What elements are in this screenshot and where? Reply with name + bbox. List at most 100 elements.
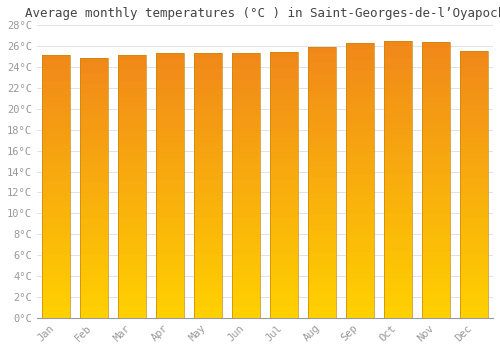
Bar bbox=[42, 128, 70, 134]
Bar bbox=[194, 159, 222, 164]
Bar bbox=[232, 217, 260, 223]
Bar bbox=[42, 176, 70, 181]
Bar bbox=[346, 43, 374, 318]
Bar bbox=[80, 193, 108, 198]
Bar bbox=[422, 213, 450, 218]
Bar bbox=[194, 244, 222, 249]
Bar bbox=[308, 177, 336, 183]
Bar bbox=[42, 218, 70, 223]
Bar bbox=[156, 175, 184, 180]
Bar bbox=[460, 254, 488, 259]
Bar bbox=[42, 160, 70, 165]
Bar bbox=[42, 207, 70, 212]
Bar bbox=[422, 274, 450, 279]
Bar bbox=[308, 302, 336, 307]
Bar bbox=[194, 101, 222, 106]
Bar bbox=[422, 307, 450, 312]
Bar bbox=[422, 58, 450, 64]
Bar bbox=[118, 302, 146, 307]
Bar bbox=[270, 259, 298, 265]
Bar bbox=[460, 201, 488, 206]
Bar bbox=[384, 213, 412, 218]
Bar bbox=[232, 292, 260, 297]
Bar bbox=[384, 285, 412, 290]
Bar bbox=[460, 190, 488, 195]
Bar bbox=[460, 217, 488, 222]
Bar bbox=[156, 54, 184, 59]
Bar bbox=[80, 156, 108, 162]
Bar bbox=[194, 275, 222, 281]
Bar bbox=[384, 274, 412, 279]
Bar bbox=[346, 82, 374, 87]
Bar bbox=[80, 313, 108, 318]
Bar bbox=[460, 291, 488, 296]
Bar bbox=[42, 313, 70, 318]
Bar bbox=[422, 163, 450, 169]
Bar bbox=[42, 197, 70, 202]
Bar bbox=[42, 55, 70, 60]
Bar bbox=[194, 133, 222, 138]
Bar bbox=[270, 217, 298, 222]
Bar bbox=[384, 180, 412, 185]
Bar bbox=[460, 286, 488, 291]
Bar bbox=[156, 54, 184, 318]
Bar bbox=[346, 301, 374, 307]
Bar bbox=[80, 172, 108, 177]
Bar bbox=[384, 47, 412, 52]
Bar bbox=[384, 124, 412, 130]
Bar bbox=[270, 153, 298, 159]
Bar bbox=[270, 265, 298, 270]
Bar bbox=[270, 95, 298, 100]
Bar bbox=[308, 47, 336, 52]
Bar bbox=[232, 154, 260, 159]
Bar bbox=[384, 174, 412, 180]
Bar bbox=[42, 112, 70, 118]
Bar bbox=[118, 70, 146, 76]
Bar bbox=[460, 222, 488, 227]
Bar bbox=[42, 97, 70, 102]
Bar bbox=[308, 285, 336, 291]
Bar bbox=[118, 160, 146, 165]
Bar bbox=[460, 68, 488, 73]
Bar bbox=[118, 86, 146, 91]
Bar bbox=[156, 186, 184, 191]
Bar bbox=[194, 249, 222, 254]
Bar bbox=[194, 302, 222, 307]
Bar bbox=[156, 154, 184, 159]
Bar bbox=[232, 85, 260, 91]
Bar bbox=[460, 163, 488, 169]
Bar bbox=[384, 52, 412, 57]
Bar bbox=[118, 97, 146, 102]
Bar bbox=[194, 64, 222, 69]
Bar bbox=[194, 233, 222, 239]
Bar bbox=[118, 60, 146, 65]
Bar bbox=[80, 131, 108, 136]
Bar bbox=[194, 54, 222, 318]
Bar bbox=[270, 201, 298, 206]
Bar bbox=[118, 223, 146, 228]
Bar bbox=[308, 155, 336, 161]
Bar bbox=[232, 54, 260, 59]
Bar bbox=[80, 177, 108, 183]
Bar bbox=[118, 265, 146, 271]
Bar bbox=[422, 75, 450, 80]
Bar bbox=[460, 51, 488, 318]
Bar bbox=[118, 239, 146, 244]
Bar bbox=[156, 254, 184, 260]
Bar bbox=[232, 117, 260, 122]
Bar bbox=[80, 89, 108, 94]
Bar bbox=[308, 69, 336, 74]
Bar bbox=[232, 249, 260, 254]
Bar bbox=[232, 281, 260, 286]
Bar bbox=[270, 79, 298, 84]
Bar bbox=[194, 270, 222, 275]
Bar bbox=[194, 69, 222, 75]
Bar bbox=[194, 186, 222, 191]
Bar bbox=[118, 292, 146, 297]
Bar bbox=[42, 255, 70, 260]
Bar bbox=[80, 99, 108, 105]
Bar bbox=[232, 96, 260, 101]
Bar bbox=[156, 85, 184, 91]
Bar bbox=[422, 224, 450, 230]
Bar bbox=[346, 70, 374, 76]
